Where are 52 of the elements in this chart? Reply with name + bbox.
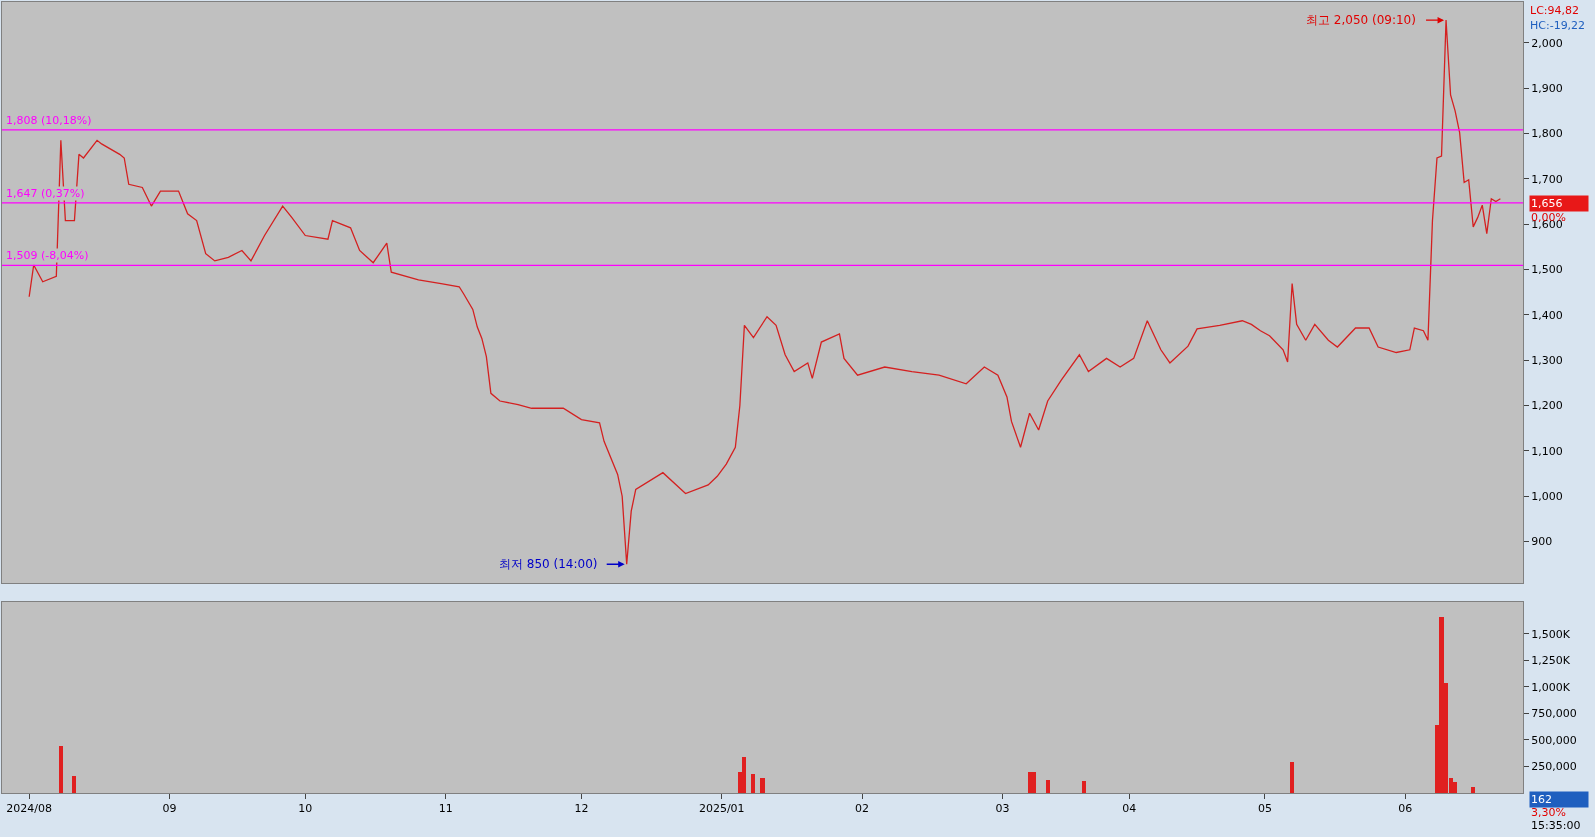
x-tick-label: 2025/01 (698, 802, 745, 816)
annotation: 최저 850 (14:00) (499, 557, 606, 571)
x-tick-label: 2024/08 (6, 802, 53, 816)
bar (59, 745, 63, 793)
bar (1028, 771, 1032, 793)
bar (1471, 786, 1475, 793)
x-tick-label: 12 (574, 802, 589, 816)
bar (1082, 780, 1086, 793)
y-tick-label: 900 (1531, 535, 1553, 549)
bar (1046, 779, 1050, 793)
bar (751, 773, 755, 793)
y-tick-label: 1,100 (1531, 444, 1563, 458)
bar (1290, 761, 1294, 793)
ref-line-label: 1,647 (0,37%) (6, 187, 85, 200)
y-tick-label: 1,800 (1531, 127, 1563, 141)
y-tick-label: 250,000 (1531, 760, 1577, 774)
x-tick-label: 04 (1122, 802, 1137, 816)
text: LC:94,82 (1530, 4, 1580, 17)
text: 3,30% (1531, 806, 1566, 819)
ref-line-label: 1,808 (10,18%) (6, 114, 92, 127)
y-tick-label: 1,300 (1531, 354, 1563, 368)
y-tick-label: 2,000 (1531, 36, 1563, 50)
y-tick-label: 1,400 (1531, 308, 1563, 322)
y-tick-label: 1,500 (1531, 263, 1563, 277)
text: 15:35:00 (1531, 819, 1581, 832)
x-tick-label: 03 (995, 802, 1010, 816)
text: 1,656 (1531, 197, 1563, 210)
bar (742, 756, 746, 793)
text: HC:-19,22 (1530, 19, 1586, 32)
y-tick-label: 1,000K (1531, 680, 1571, 694)
x-tick-label: 09 (162, 802, 177, 816)
x-tick-label: 10 (298, 802, 313, 816)
y-tick-label: 750,000 (1531, 707, 1577, 721)
bar (1453, 781, 1457, 793)
x-tick-label: 06 (1398, 802, 1413, 816)
ref-line-label: 1,509 (-8,04%) (6, 249, 89, 262)
text: 162 (1531, 793, 1552, 806)
bar (1032, 771, 1036, 793)
y-tick-label: 1,500K (1531, 627, 1571, 641)
y-tick-label: 1,700 (1531, 172, 1563, 186)
y-tick-label: 500,000 (1531, 733, 1577, 747)
x-tick-label: 05 (1257, 802, 1272, 816)
bar (1439, 616, 1444, 793)
annotation: 최고 2,050 (09:10) (1306, 13, 1424, 27)
y-tick-label: 1,200 (1531, 399, 1563, 413)
y-tick-label: 1,250K (1531, 654, 1571, 668)
bar (760, 777, 765, 793)
x-tick-label: 11 (438, 802, 453, 816)
y-tick-label: 1,900 (1531, 82, 1563, 95)
bar (72, 775, 76, 793)
y-tick-label: 1,000 (1531, 490, 1563, 504)
x-tick-label: 02 (855, 802, 870, 816)
